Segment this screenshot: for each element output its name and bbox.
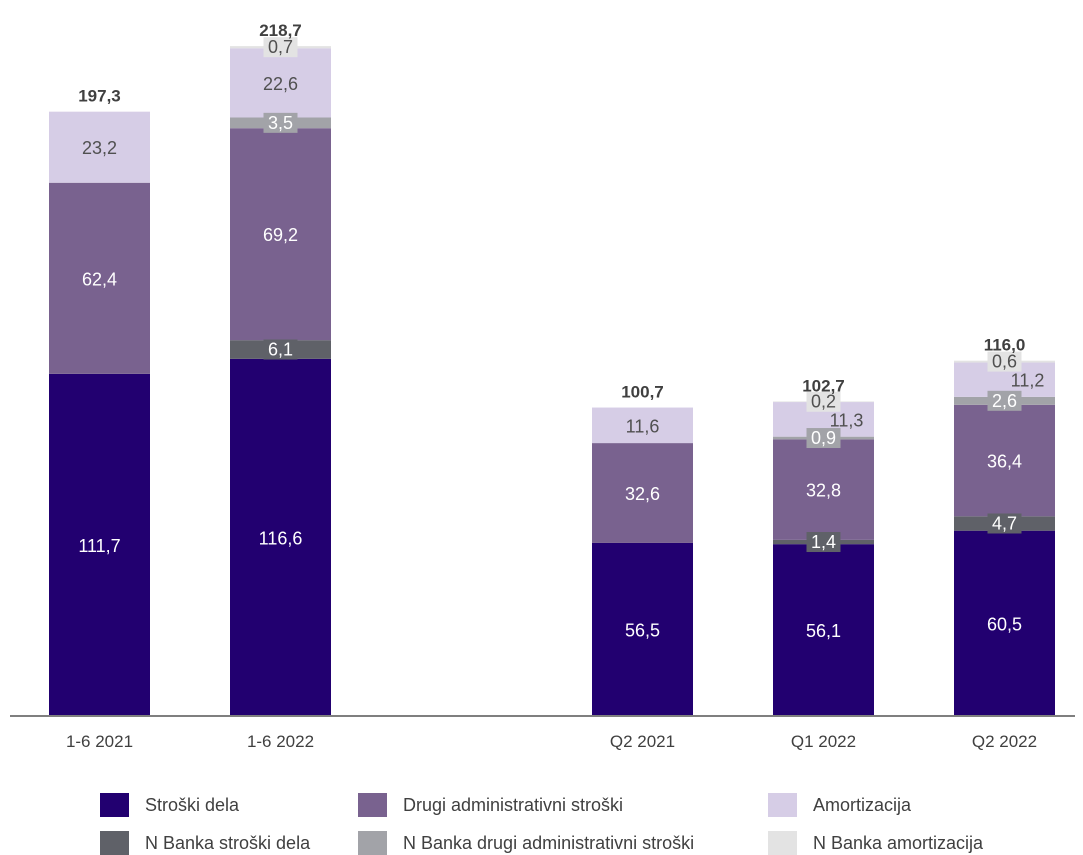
- segment-label: 22,6: [263, 74, 298, 94]
- segment-label: 32,8: [806, 481, 841, 501]
- segment-label: 0,2: [811, 392, 836, 412]
- category-label: Q2 2022: [972, 732, 1037, 751]
- legend-item: N Banka stroški dela: [100, 831, 310, 855]
- legend-label: Stroški dela: [145, 794, 240, 815]
- segment-label: 69,2: [263, 225, 298, 245]
- labels-group: 111,7 62,4 23,2 197,3 1-6 2021 116,6 6,1 69,2 3,…: [66, 21, 1044, 751]
- segment-label: 60,5: [987, 614, 1022, 634]
- segment-label-box: [263, 112, 298, 133]
- legend-item: Drugi administrativni stroški: [358, 793, 623, 817]
- bar-segment-5-2: [230, 48, 331, 118]
- legend-swatch: [768, 831, 797, 855]
- segment-label: 0,7: [268, 37, 293, 57]
- bar-segment-1-4: [773, 544, 874, 716]
- segment-label: 56,5: [625, 620, 660, 640]
- segment-label-box: [806, 391, 841, 412]
- legend-swatch: [100, 793, 129, 817]
- segment-label-box: [806, 428, 841, 449]
- bar-segment-5-3: [592, 407, 693, 444]
- segment-label: 11,6: [626, 416, 660, 436]
- total-label: 102,7: [802, 376, 845, 395]
- legend-label: N Banka stroški dela: [145, 832, 311, 853]
- legend-label: N Banka amortizacija: [813, 832, 984, 853]
- segment-label: 111,7: [78, 536, 120, 556]
- legend-swatch: [768, 793, 797, 817]
- legend-swatch: [358, 831, 387, 855]
- legend-label: Drugi administrativni stroški: [403, 794, 624, 815]
- segment-label: 62,4: [82, 269, 117, 289]
- segment-label: 3,5: [268, 113, 293, 133]
- legend-label: N Banka drugi administrativni stroški: [403, 832, 695, 853]
- segment-label-box: [263, 37, 298, 58]
- segment-label: 4,7: [992, 513, 1017, 533]
- total-label: 100,7: [621, 383, 664, 402]
- segment-label-box: [987, 513, 1022, 534]
- segment-label: 0,9: [811, 428, 836, 448]
- total-label: 116,0: [984, 336, 1026, 355]
- bar-segment-1-5: [954, 530, 1055, 716]
- segment-label-box: [987, 351, 1022, 372]
- category-label: 1-6 2022: [247, 732, 314, 751]
- category-label: 1-6 2021: [66, 732, 133, 751]
- segment-label: 32,6: [625, 484, 660, 504]
- bar-segment-3-4: [773, 439, 874, 540]
- stacked-bar-chart: 111,7 62,4 23,2 197,3 1-6 2021 116,6 6,1 69,2 3,…: [10, 21, 1075, 751]
- segment-label-box: [987, 390, 1022, 411]
- legend-item: Amortizacija: [768, 793, 911, 817]
- legend-label: Amortizacija: [813, 794, 912, 815]
- bars-group: [49, 46, 1055, 716]
- bar-segment-1-1: [49, 373, 150, 716]
- segment-label: 36,4: [987, 452, 1022, 472]
- segment-label: 1,4: [811, 532, 836, 552]
- legend-item: Stroški dela: [100, 793, 239, 817]
- bar-segment-3-3: [592, 443, 693, 543]
- legend-swatch: [358, 793, 387, 817]
- legend-swatch: [100, 831, 129, 855]
- segment-label: 11,2: [1011, 371, 1045, 391]
- bar-segment-3-2: [230, 128, 331, 341]
- total-label: 197,3: [78, 87, 121, 106]
- bar-segment-3-1: [49, 182, 150, 374]
- category-label: Q2 2021: [610, 732, 675, 751]
- bar-segment-1-3: [592, 542, 693, 716]
- segment-label: 23,2: [82, 138, 117, 158]
- segment-label: 116,6: [259, 528, 303, 548]
- segment-label: 0,6: [992, 352, 1017, 372]
- bar-segment-5-1: [49, 111, 150, 183]
- segment-label: 6,1: [268, 340, 293, 360]
- segment-label: 11,3: [830, 410, 864, 430]
- segment-label: 2,6: [992, 391, 1017, 411]
- segment-label-box: [263, 339, 298, 360]
- category-label: Q1 2022: [791, 732, 856, 751]
- segment-label-box: [806, 532, 841, 553]
- bar-segment-1-2: [230, 358, 331, 716]
- bar-segment-3-5: [954, 404, 1055, 517]
- legend-item: N Banka drugi administrativni stroški: [358, 831, 694, 855]
- legend-item: N Banka amortizacija: [768, 831, 983, 855]
- total-label: 218,7: [259, 21, 302, 40]
- segment-label: 56,1: [806, 621, 841, 641]
